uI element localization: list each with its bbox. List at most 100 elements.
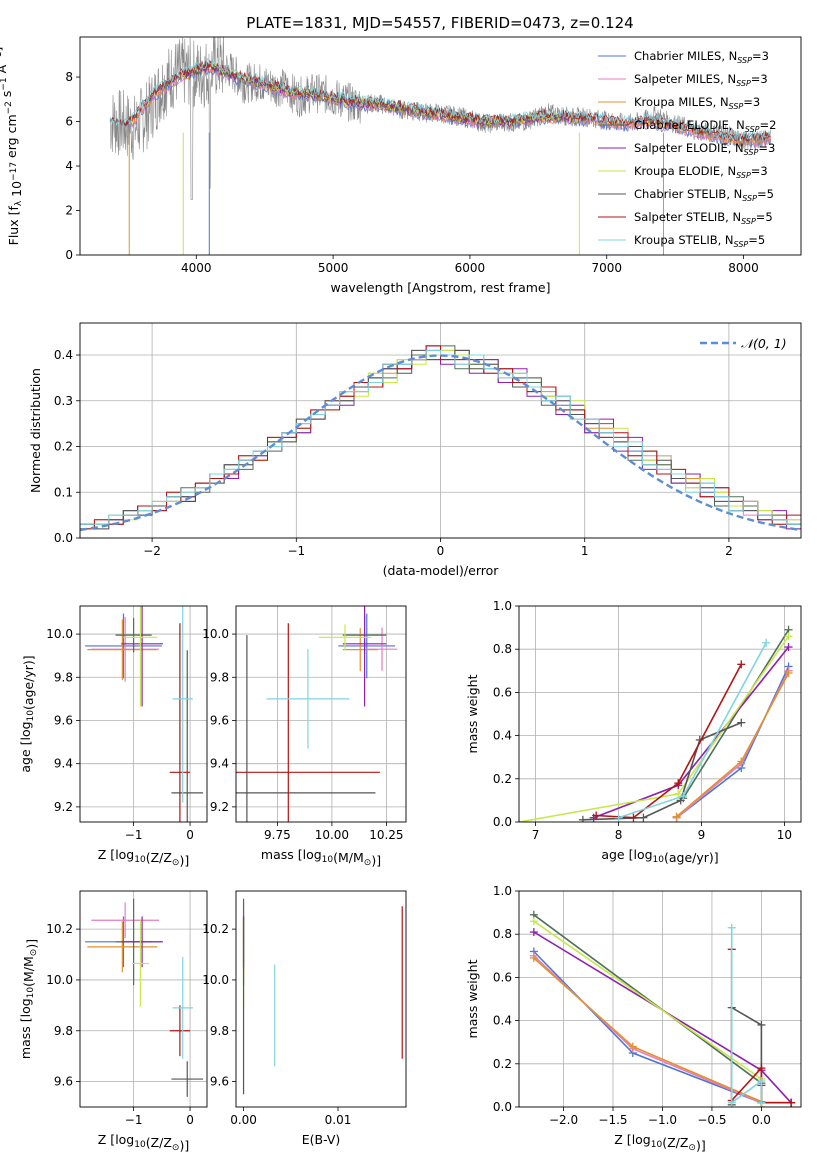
y-tick-label: 9.6 [54,1075,73,1089]
y-tick-label: 0.8 [493,927,512,941]
x-tick-label: 10.00 [315,828,349,842]
y-tick-label: 0.2 [54,440,73,454]
legend-label: Salpeter MILES, NSSP=3 [634,72,768,88]
plot-area [80,891,207,1107]
x-axis-label: wavelength [Angstrom, rest frame] [330,280,550,295]
axes-frame [235,605,407,823]
y-tick-label: 9.8 [210,670,229,684]
chart-mass_vs_EBV: 0.00 0.01 9.6 9.8 10.0 10.2 E(B-V) [202,890,407,1147]
y-tick-label: 10.2 [202,922,229,936]
plot-area [236,606,406,822]
y-tick-label: 9.2 [54,800,73,814]
y-tick-label: 0.0 [54,531,73,545]
legend-label: Salpeter ELODIE, NSSP=3 [634,141,775,157]
x-tick-label: 2 [725,544,733,558]
chart-mass_weight_vs_age: 7 8 9 10 0.0 0.2 0.4 0.6 0.8 1.0 age [log10(age/yr… [465,599,802,865]
weight-line-kroupa-miles [676,672,790,818]
y-tick-label: 10.0 [46,973,73,987]
x-tick-label: 8 [615,828,623,842]
plot-area [242,898,403,1095]
x-tick-label: 4000 [181,261,212,275]
y-tick-label: 10.0 [46,627,73,641]
y-tick-label: 9.6 [210,713,229,727]
weight-line-salpeter-stelib [596,663,743,819]
x-tick-label: −2 [143,544,161,558]
chart-spectrum: 4000 5000 6000 7000 8000 0 2 4 6 8 wavelength [Ang… [0,36,802,295]
y-tick-label: 9.8 [54,670,73,684]
y-tick-label: 9.6 [54,713,73,727]
y-tick-label: 10.0 [202,627,229,641]
x-tick-label: 7 [532,828,540,842]
x-axis-label: age [log10(age/yr)] [601,847,718,865]
x-tick-label: −1.0 [648,1113,677,1127]
chart-age_vs_Z: −1 0 9.2 9.4 9.6 9.8 10.0 Z [log10(Z/Z⊙)] age [l… [18,605,208,868]
x-axis-label: E(B-V) [302,1132,341,1147]
axes-frame [235,890,407,1108]
axes-frame [79,890,208,1108]
y-tick-label: 0.0 [493,1100,512,1114]
chart-age_vs_mass: 9.75 10.00 10.25 9.2 9.4 9.6 9.8 10.0 mass [log1… [202,605,407,868]
y-tick-label: 9.2 [210,800,229,814]
plot-area [519,606,801,822]
normal-curve [80,354,801,532]
y-tick-label: 0.1 [54,485,73,499]
weight-line-kroupa-miles [533,957,762,1103]
y-axis-label: mass weight [465,959,480,1038]
x-tick-label: 10.25 [369,828,403,842]
y-tick-label: 0.2 [493,1057,512,1071]
histogram-salpeter-stelib [80,345,801,538]
chart-mass_vs_Z: −1 0 9.6 9.8 10.0 10.2 Z [log10(Z/Z⊙)] mass [lo… [18,890,208,1153]
x-tick-label: −2.0 [549,1113,578,1127]
y-axis-label: mass weight [465,674,480,753]
y-tick-label: 8 [65,70,73,84]
x-tick-label: −1 [125,828,143,842]
y-tick-label: 9.4 [54,757,73,771]
y-tick-label: 0.6 [493,970,512,984]
y-tick-label: 9.6 [210,1075,229,1089]
x-tick-label: 9.75 [264,828,291,842]
weight-line-chabrier-elodie [533,914,762,1084]
weight-line-kroupa-stelib [618,642,767,819]
y-tick-label: 1.0 [493,599,512,613]
figure-title: PLATE=1831, MJD=54557, FIBERID=0473, z=0… [246,14,633,32]
y-tick-label: 0.4 [493,1014,512,1028]
y-tick-label: 6 [65,115,73,129]
chart-mass_weight_vs_Z: −2.0 −1.5 −1.0 −0.5 0.0 0.0 0.2 0.4 0.6 0.8 1.0 Z [… [465,884,802,1153]
y-axis-label: Normed distribution [28,368,43,493]
y-tick-label: 9.8 [54,1024,73,1038]
x-tick-label: 8000 [728,261,759,275]
plot-area [80,323,801,538]
y-axis-label: mass [log10(M/M⊙)] [18,939,39,1059]
x-tick-label: 10 [777,828,792,842]
legend-label: Chabrier MILES, NSSP=3 [634,49,769,65]
y-tick-label: 0.4 [493,729,512,743]
y-tick-label: 4 [65,159,73,173]
y-tick-label: 10.0 [202,973,229,987]
x-axis-label: (data-model)/error [383,563,500,578]
y-axis-label: Flux [fλ 10−17 erg cm−2 s−1 A−1] [0,47,24,246]
x-tick-label: 9 [698,828,706,842]
weight-line-kroupa-elodie [533,920,763,1107]
legend-label: Kroupa ELODIE, NSSP=3 [634,164,768,180]
legend-label: Salpeter STELIB, NSSP=5 [634,210,773,226]
x-tick-label: −1 [287,544,305,558]
legend-label: Kroupa STELIB, NSSP=5 [634,233,765,249]
axes-frame [79,36,802,256]
plot-area [519,891,801,1107]
legend-label: 𝒩(0, 1) [741,336,787,351]
model-spectrum-chabrier-miles [130,67,772,148]
axes-frame [518,605,802,823]
y-tick-label: 0.8 [493,642,512,656]
y-tick-label: 0.6 [493,685,512,699]
axes-frame [79,322,802,539]
x-axis-label: Z [log10(Z/Z⊙)] [98,1132,189,1153]
model-spectrum-kroupa-stelib [109,57,771,141]
x-tick-label: 0.01 [325,1113,352,1127]
y-tick-label: 0.2 [493,772,512,786]
weight-line-chabrier-miles [533,950,762,1104]
x-tick-label: 7000 [591,261,622,275]
x-tick-label: 0 [186,1113,194,1127]
plot-area [109,37,772,255]
plot-area [80,606,207,822]
